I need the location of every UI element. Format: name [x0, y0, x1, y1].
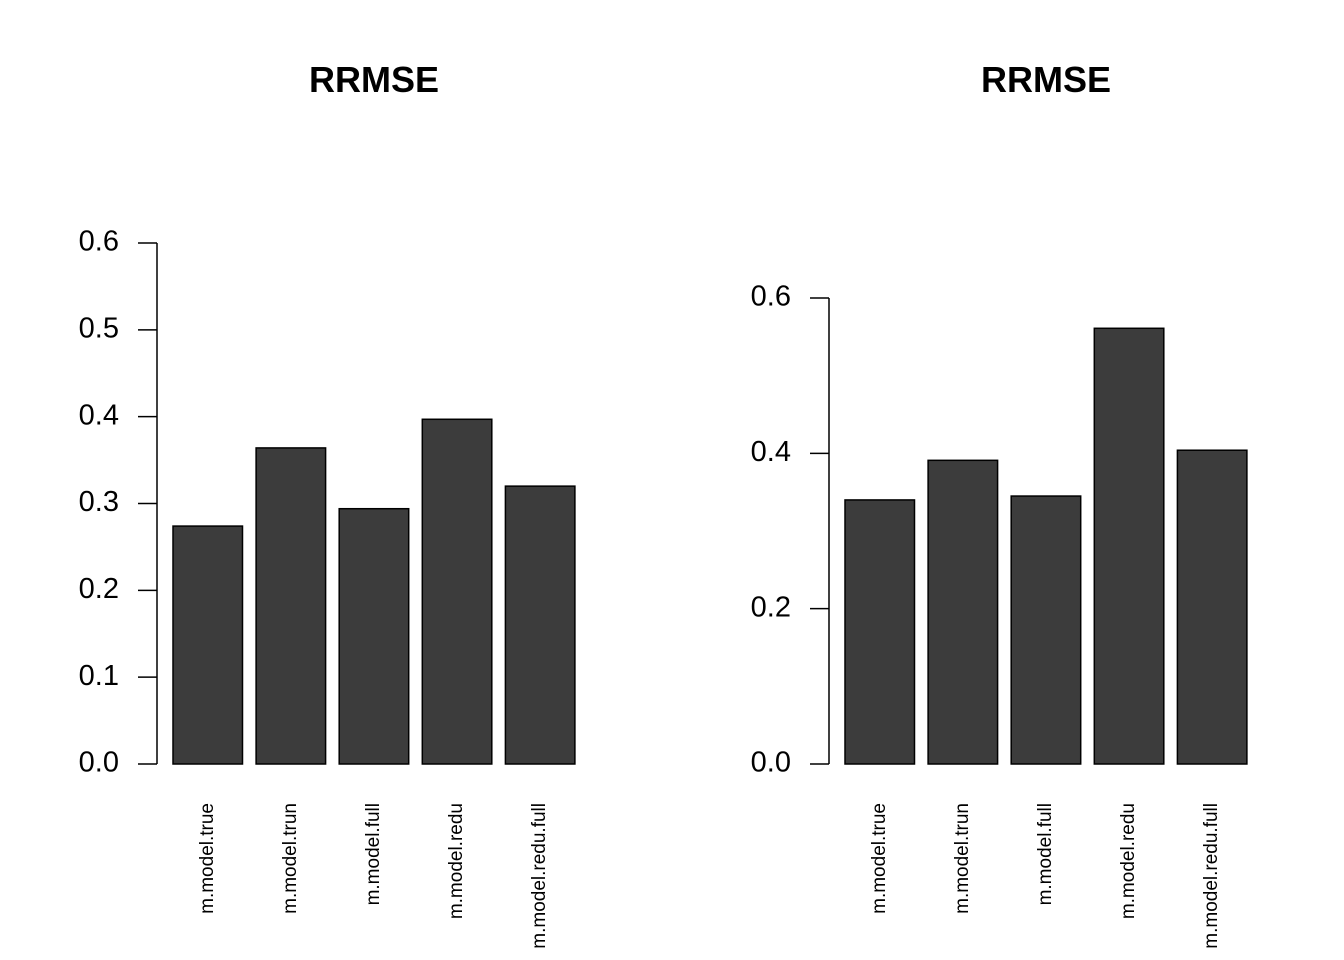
- x-tick-label: m.model.redu.full: [1201, 803, 1222, 949]
- chart-title: RRMSE: [309, 59, 439, 100]
- bar: [255, 447, 327, 765]
- bar: [1093, 327, 1165, 765]
- y-tick-label: 0.0: [751, 747, 791, 779]
- x-tick-label: m.model.redu: [1118, 803, 1139, 919]
- x-tick-label: m.model.trun: [952, 803, 973, 914]
- y-tick-label: 0.2: [79, 573, 119, 605]
- y-tick-label: 0.1: [79, 660, 119, 692]
- x-tick-label: m.model.trun: [280, 803, 301, 914]
- bar: [844, 499, 916, 765]
- y-tick-label: 0.4: [751, 436, 791, 468]
- bar: [172, 525, 244, 765]
- x-tick-label: m.model.redu.full: [529, 803, 550, 949]
- y-tick-label: 0.2: [751, 591, 791, 623]
- bar: [338, 507, 410, 765]
- y-tick-label: 0.3: [79, 486, 119, 518]
- bar: [421, 418, 493, 765]
- y-tick-label: 0.0: [79, 747, 119, 779]
- bar: [1176, 449, 1248, 765]
- y-tick-label: 0.5: [79, 312, 119, 344]
- bar: [1010, 495, 1082, 765]
- y-tick-label: 0.6: [79, 226, 119, 258]
- x-tick-label: m.model.true: [197, 803, 218, 914]
- x-tick-label: m.model.true: [869, 803, 890, 914]
- bar: [927, 459, 999, 765]
- y-tick-label: 0.6: [751, 281, 791, 313]
- chart-title: RRMSE: [981, 59, 1111, 100]
- x-tick-label: m.model.full: [363, 803, 384, 905]
- y-tick-label: 0.4: [79, 399, 119, 431]
- x-tick-label: m.model.redu: [446, 803, 467, 919]
- bar: [504, 485, 576, 765]
- x-tick-label: m.model.full: [1035, 803, 1056, 905]
